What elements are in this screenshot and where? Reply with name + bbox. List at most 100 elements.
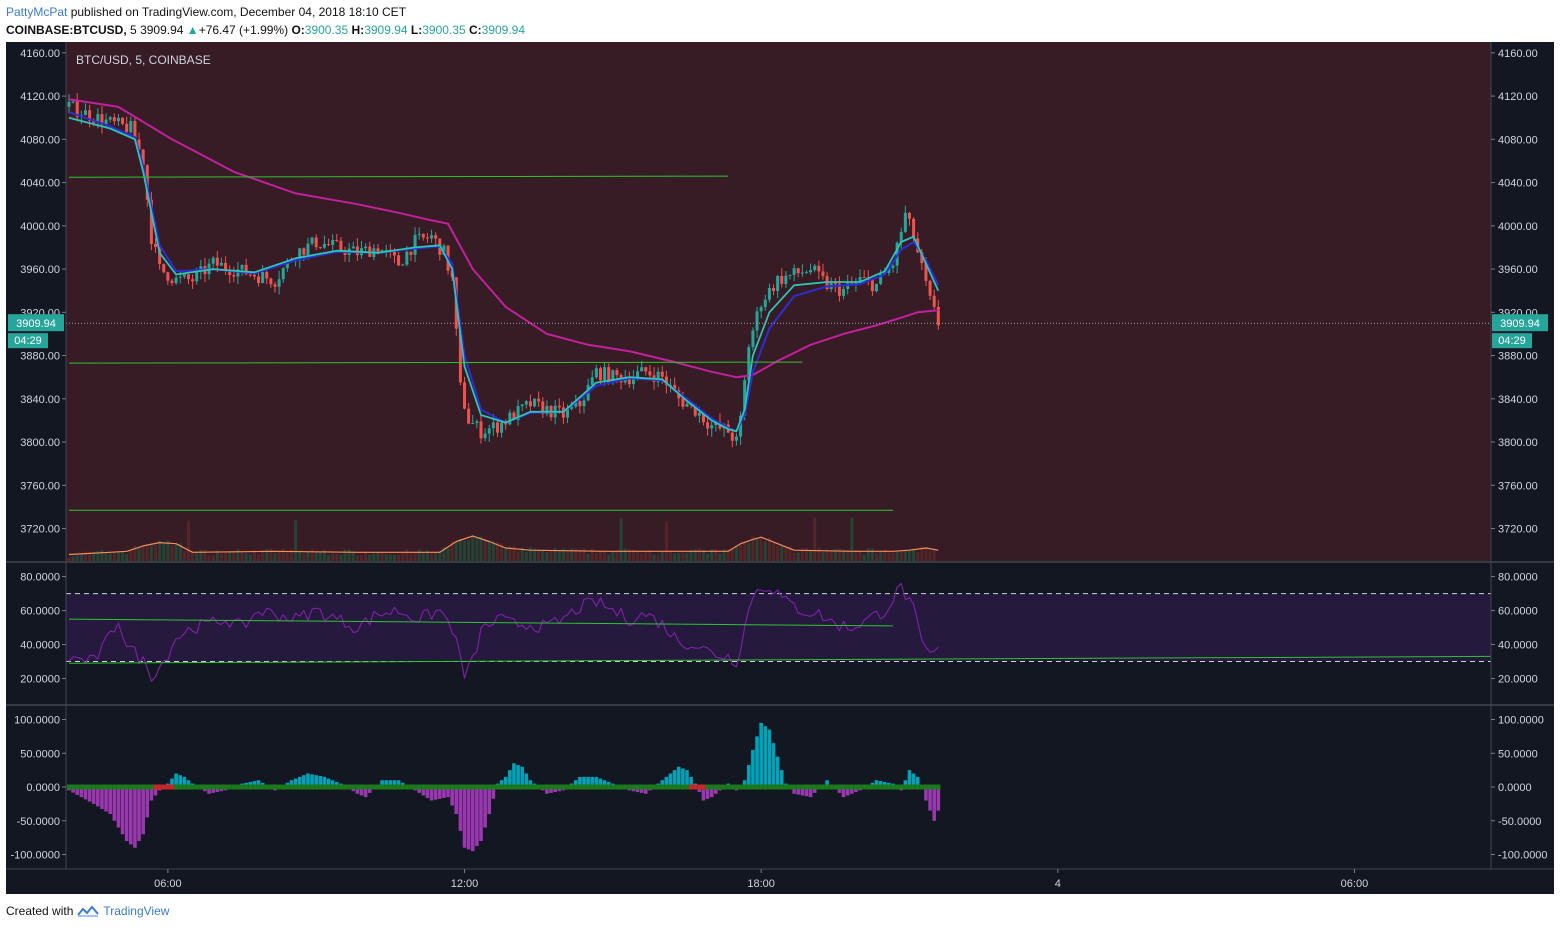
oscillator-bar [87,787,92,802]
signal-dot [293,784,298,790]
signal-dot [796,784,801,790]
oscillator-bar [882,781,887,787]
volume-bar [677,552,681,561]
signal-dot [417,784,422,790]
ema-fast-line [68,116,940,433]
oscillator-bar [133,787,137,848]
candle-body [681,398,685,407]
signal-dot [404,784,409,790]
candle-body [475,421,479,424]
author-link[interactable]: PattyMcPat [6,5,68,19]
candle-body [903,212,907,232]
signal-dot [425,784,430,790]
signal-dot [450,784,455,790]
volume-bar [784,547,788,561]
volume-bar [257,554,261,561]
signal-dot [573,784,578,790]
signal-dot [853,784,859,790]
volume-bar [693,549,697,561]
signal-dot [380,784,385,790]
rsi-tick-label: 20.0000 [20,674,60,686]
rsi-pane[interactable] [66,582,1491,682]
volume-bar [669,550,673,561]
volume-bar [302,553,306,561]
candle-body [743,380,747,416]
candle-body [199,266,203,272]
volume-bar [566,550,570,561]
oscillator-bar [302,775,306,787]
volume-bar [891,552,895,561]
oscillator-bar [763,726,768,787]
oscillator-tick-label: 0.0000 [26,782,60,794]
oscillator-bar [330,780,335,787]
signal-dot [874,784,879,790]
signal-dot [754,784,760,790]
volume-bar [347,549,351,561]
signal-dot [363,784,368,790]
volume-bar [195,551,199,561]
candle-body [310,237,314,244]
candle-body [405,251,409,265]
candle-body [821,271,825,277]
candle-body [479,421,483,439]
signal-dot [800,784,805,790]
signal-dot [260,784,265,790]
oscillator-bar [705,787,710,799]
signal-dot [668,784,673,790]
oscillator-bar [314,775,318,787]
oscillator-bar [141,787,145,835]
volume-bar [722,549,726,561]
candle-body [879,274,883,284]
candle-body [660,371,664,377]
signal-dot [437,784,442,790]
volume-bar [809,549,813,561]
volume-bar [467,540,471,561]
footer: Created with TradingView [6,904,169,918]
oscillator-bar [689,776,693,787]
close-label: C: [468,23,482,37]
candle-body [607,367,611,383]
signal-dot [305,784,311,790]
volume-bar [916,552,920,561]
candle-body [306,243,310,255]
candle-body [701,412,705,423]
trend-line [68,175,729,178]
candle-body [598,368,602,381]
volume-bar [170,545,174,561]
oscillator-bar [174,773,178,787]
signal-dot [577,784,582,790]
chart-area[interactable]: 4160.00 4160.00 4120.00 4120.00 4080.00 4080.… [6,42,1554,894]
signal-dot [264,784,269,790]
signal-dot [223,784,228,790]
candle-body [228,269,232,276]
oscillator-pane[interactable] [66,722,941,852]
candle-body [817,265,821,272]
signal-dot [355,784,360,790]
volume-bar [384,554,388,561]
volume-bar [763,541,767,561]
volume-bar [829,550,833,561]
chart-svg[interactable]: 4160.00 4160.00 4120.00 4120.00 4080.00 4080.… [6,42,1554,894]
price-pane[interactable] [66,42,1491,561]
tradingview-link[interactable]: TradingView [103,904,170,918]
volume-bar [887,552,891,561]
signal-dot [783,784,788,790]
oscillator-bar [425,787,430,798]
signal-dot [693,784,698,790]
candle-body [409,251,413,255]
volume-bar [339,554,343,561]
oscillator-bar [450,787,454,806]
volume-bar [388,554,392,561]
volume-bar [796,552,800,561]
oscillator-bar [701,787,706,801]
signal-dot [120,784,125,790]
signal-dot [503,784,508,790]
signal-dot [730,784,735,790]
oscillator-bar [433,787,438,800]
oscillator-bar [606,781,611,787]
oscillator-tick-label: -100.0000 [1498,850,1548,862]
time-tick-label: 4 [1055,878,1061,890]
oscillator-bar [252,781,257,787]
volume-bar [578,549,582,561]
candle-body [133,120,137,140]
